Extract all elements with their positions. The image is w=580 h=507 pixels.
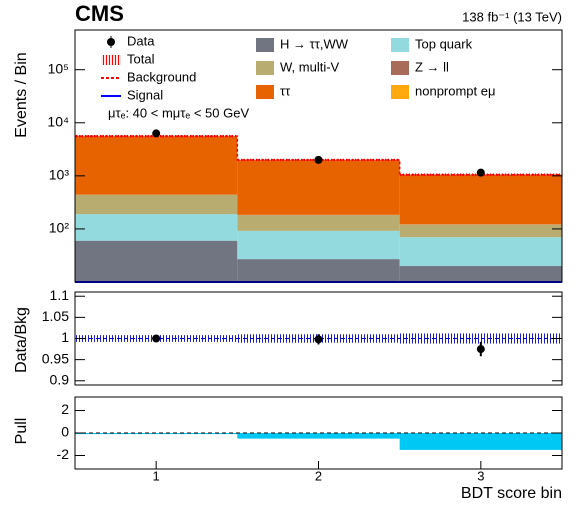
y-tick-label: 0.9 (50, 371, 70, 387)
stack-bar (237, 215, 400, 231)
legend-swatch (256, 85, 274, 99)
x-tick-label: 2 (315, 468, 322, 483)
stack-bar (399, 174, 562, 225)
data-point (152, 334, 161, 343)
stack-bar (75, 240, 238, 282)
stack-bar (399, 237, 562, 267)
legend-label: W, multi-V (280, 59, 340, 74)
y-axis-label: Data/Bkg (13, 307, 30, 373)
y-tick-label: 10³ (49, 167, 70, 183)
legend-label: Top quark (415, 36, 473, 51)
stack-bar (75, 194, 238, 215)
stack-bar (237, 259, 400, 282)
data-point (152, 129, 161, 138)
y-tick-label: 0.95 (42, 350, 69, 366)
lumi-label: 138 fb⁻¹ (13 TeV) (462, 9, 562, 24)
legend-swatch (101, 55, 121, 65)
stack-bar (237, 160, 400, 215)
cms-label: CMS (75, 1, 124, 26)
plot-frame (74, 29, 563, 283)
x-tick-label: 1 (153, 468, 160, 483)
legend-swatch (391, 38, 409, 52)
stack-bar (399, 224, 562, 238)
legend-label: ττ (280, 83, 291, 98)
stack-bar (75, 214, 238, 241)
data-point (476, 345, 485, 354)
pull-bar (237, 433, 400, 439)
y-tick-label: 2 (61, 401, 69, 417)
uncertainty-band (399, 333, 562, 344)
y-tick-label: 10⁴ (47, 113, 69, 129)
y-tick-label: 0 (61, 424, 69, 440)
y-tick-label: 1 (61, 329, 69, 345)
legend-swatch (256, 38, 274, 52)
legend-label: Signal (127, 87, 163, 102)
x-axis-label: BDT score bin (461, 485, 562, 502)
legend-label: Data (127, 33, 155, 48)
legend-label: H → ττ,WW (280, 36, 349, 51)
x-tick-label: 3 (477, 468, 484, 483)
legend-swatch (256, 61, 274, 75)
y-tick-label: 1.05 (42, 308, 69, 324)
data-point (314, 335, 323, 344)
legend-label: Z → ll (415, 59, 449, 74)
y-axis-label: Events / Bin (13, 52, 30, 137)
legend-label: Background (127, 69, 196, 84)
pull-bar (75, 433, 238, 435)
y-tick-label: 10² (49, 220, 70, 236)
pull-bar (399, 433, 562, 450)
legend-swatch (391, 61, 409, 75)
y-tick-label: -2 (57, 446, 70, 462)
stack-bar (75, 136, 238, 195)
data-point (314, 155, 323, 164)
y-tick-label: 10⁵ (48, 60, 69, 76)
stack-bar (237, 230, 400, 260)
data-point (476, 168, 485, 177)
y-tick-label: 1.1 (50, 287, 70, 303)
y-axis-label: Pull (13, 418, 30, 445)
selection-label: μτₑ: 40 < mμτₑ < 50 GeV (108, 105, 249, 120)
legend-label: Total (127, 51, 155, 66)
stack-bar (399, 266, 562, 282)
legend-label: nonprompt eμ (415, 83, 495, 98)
legend-swatch (391, 85, 409, 99)
